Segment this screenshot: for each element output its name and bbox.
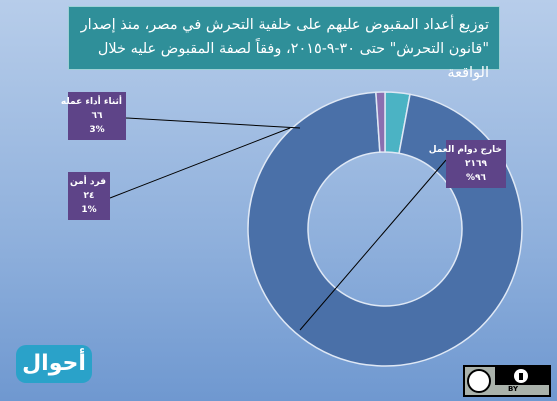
label-percentage: ٩٦% xyxy=(465,173,487,183)
logo: أحوال xyxy=(16,345,92,383)
label-value: ٢٤ xyxy=(83,191,95,201)
label-category: خارج دوام العمل xyxy=(428,145,502,155)
license-icon xyxy=(465,367,549,395)
leader-line xyxy=(299,159,447,331)
data-label: فرد أمن ٢٤ 1% xyxy=(68,172,110,220)
donut-slice xyxy=(375,91,386,153)
label-category: فرد أمن xyxy=(70,177,106,187)
license-badge xyxy=(463,365,551,397)
label-percentage: 1% xyxy=(81,205,97,215)
label-percentage: 3% xyxy=(89,125,105,135)
chart-title: توزيع أعداد المقبوض عليهم على خلفية التح… xyxy=(68,6,500,81)
label-value: ٦٦ xyxy=(91,111,103,121)
leader-line xyxy=(109,127,291,199)
leader-line xyxy=(125,117,301,129)
label-category: أثناء أداء عمله xyxy=(60,97,122,107)
data-label: أثناء أداء عمله ٦٦ 3% xyxy=(60,92,126,140)
label-value: ٢١٦٩ xyxy=(465,159,487,169)
data-label: خارج دوام العمل ٢١٦٩ ٩٦% xyxy=(428,140,506,188)
license-label: BY xyxy=(508,385,519,393)
